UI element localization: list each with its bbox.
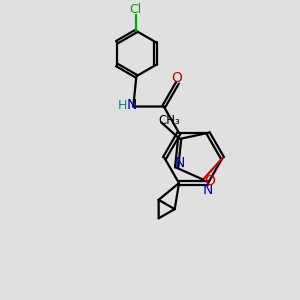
Text: O: O — [172, 70, 182, 85]
Text: O: O — [204, 174, 215, 188]
Text: Cl: Cl — [129, 3, 141, 16]
Text: N: N — [174, 155, 185, 170]
Text: N: N — [127, 98, 137, 112]
Text: H: H — [118, 99, 127, 112]
Text: N: N — [203, 182, 213, 197]
Text: CH₃: CH₃ — [159, 114, 180, 127]
